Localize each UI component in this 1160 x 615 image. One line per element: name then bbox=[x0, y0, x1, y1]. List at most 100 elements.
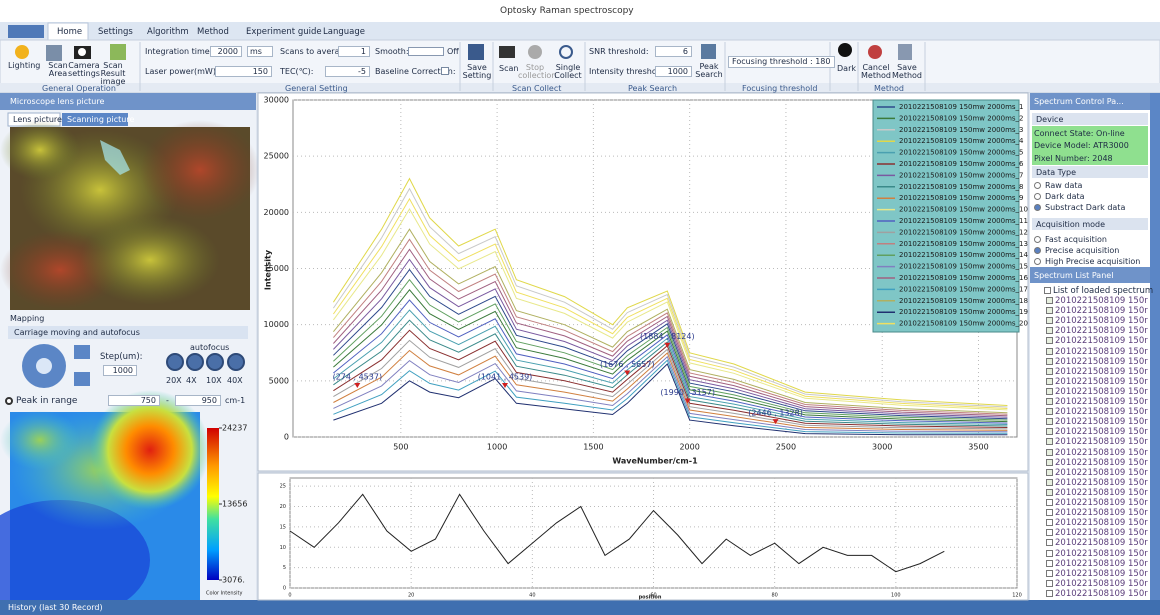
tree-item[interactable]: 2010221508109 150r bbox=[1055, 407, 1148, 418]
tree-item[interactable]: 2010221508109 150r bbox=[1055, 477, 1148, 488]
tree-item[interactable]: 2010221508109 150r bbox=[1055, 508, 1148, 519]
ribbon-button[interactable]: Stop collection bbox=[518, 63, 557, 80]
dropdown[interactable]: ms bbox=[247, 46, 273, 57]
tree-item[interactable]: 2010221508109 150r bbox=[1055, 326, 1148, 337]
tree-item[interactable]: 2010221508109 150r bbox=[1055, 386, 1148, 397]
input[interactable]: 150 bbox=[215, 66, 272, 77]
checkbox[interactable] bbox=[1046, 297, 1053, 304]
tree-item[interactable]: 2010221508109 150r bbox=[1055, 467, 1148, 478]
checkbox[interactable] bbox=[1046, 387, 1053, 395]
checkbox[interactable] bbox=[1046, 448, 1053, 456]
checkbox[interactable] bbox=[1046, 337, 1053, 345]
checkbox[interactable] bbox=[1046, 499, 1053, 506]
checkbox[interactable] bbox=[1046, 307, 1053, 315]
tree-item[interactable]: 2010221508109 150r bbox=[1055, 366, 1148, 377]
checkbox[interactable] bbox=[1046, 327, 1053, 335]
radio[interactable] bbox=[1034, 193, 1041, 200]
tree-item[interactable]: 2010221508109 150r bbox=[1055, 457, 1148, 468]
tab-label[interactable]: Lens picture bbox=[13, 115, 62, 124]
tree-item[interactable]: 2010221508109 150r bbox=[1055, 548, 1148, 559]
menu-tab[interactable]: Settings bbox=[98, 27, 133, 37]
tree-item[interactable]: 2010221508109 150r bbox=[1055, 397, 1148, 407]
tree-item[interactable]: 2010221508109 150r bbox=[1055, 588, 1148, 599]
checkbox[interactable] bbox=[1046, 398, 1053, 405]
ribbon-button[interactable]: Peak Search bbox=[695, 62, 723, 79]
radio[interactable] bbox=[1034, 182, 1041, 189]
checkbox[interactable] bbox=[1046, 488, 1053, 496]
tab[interactable] bbox=[62, 113, 128, 126]
ribbon-button[interactable]: Single Collect bbox=[554, 63, 582, 80]
checkbox[interactable] bbox=[1046, 549, 1053, 557]
input[interactable]: -5 bbox=[325, 66, 370, 77]
checkbox[interactable] bbox=[1046, 317, 1053, 325]
menu-tab[interactable]: Experiment guide bbox=[246, 27, 322, 37]
input[interactable]: 950 bbox=[175, 395, 221, 406]
checkbox[interactable] bbox=[1046, 438, 1053, 446]
tree-item[interactable]: 2010221508109 150r bbox=[1055, 558, 1148, 569]
objective-buttons[interactable] bbox=[166, 353, 245, 371]
radio[interactable] bbox=[5, 397, 13, 405]
input[interactable]: 6 bbox=[655, 46, 692, 57]
tree-item[interactable]: 2010221508109 150r bbox=[1055, 306, 1148, 317]
tree-item[interactable]: 2010221508109 150r bbox=[1055, 336, 1148, 347]
checkbox[interactable] bbox=[1046, 377, 1053, 385]
checkbox[interactable] bbox=[1046, 478, 1053, 486]
tab-label[interactable]: Scanning picture bbox=[67, 115, 135, 124]
checkbox[interactable] bbox=[1046, 569, 1053, 577]
objective-label[interactable]: 20X bbox=[166, 376, 182, 385]
tree-item[interactable]: 2010221508109 150r bbox=[1055, 427, 1148, 438]
app-button[interactable] bbox=[8, 25, 44, 38]
ribbon-button[interactable]: Cancel Method bbox=[861, 63, 892, 80]
input[interactable]: 1000 bbox=[103, 365, 137, 376]
slider[interactable] bbox=[408, 47, 444, 56]
checkbox[interactable] bbox=[1046, 357, 1053, 365]
radio[interactable] bbox=[1034, 204, 1041, 211]
checkbox[interactable] bbox=[1046, 428, 1053, 436]
checkbox[interactable] bbox=[1046, 509, 1053, 517]
checkbox[interactable] bbox=[1046, 579, 1053, 587]
radio[interactable] bbox=[1034, 258, 1041, 265]
checkbox[interactable] bbox=[1044, 287, 1051, 294]
tree-item[interactable]: 2010221508109 150r bbox=[1055, 296, 1148, 306]
tree-item[interactable]: 2010221508109 150r bbox=[1055, 356, 1148, 367]
checkbox[interactable] bbox=[1046, 559, 1053, 567]
checkbox[interactable] bbox=[1046, 519, 1053, 527]
tree-item[interactable]: 2010221508109 150r bbox=[1055, 417, 1148, 428]
tree-item[interactable]: 2010221508109 150r bbox=[1055, 487, 1148, 498]
input[interactable]: 750 bbox=[108, 395, 160, 406]
objective-label[interactable]: 10X bbox=[206, 376, 222, 385]
tree-item[interactable]: 2010221508109 150r bbox=[1055, 578, 1148, 589]
objective-label[interactable]: 40X bbox=[227, 376, 243, 385]
tree-item[interactable]: 2010221508109 150r bbox=[1055, 518, 1148, 529]
ribbon-button[interactable]: Camera settings bbox=[68, 61, 100, 78]
direction-pad[interactable] bbox=[22, 344, 90, 388]
checkbox[interactable] bbox=[1046, 418, 1053, 426]
checkbox[interactable] bbox=[1046, 539, 1053, 547]
checkbox[interactable] bbox=[1046, 458, 1053, 466]
ribbon-button[interactable]: Scan Result image bbox=[100, 61, 126, 86]
menu-tab[interactable]: Method bbox=[197, 27, 229, 37]
checkbox[interactable] bbox=[1046, 408, 1053, 416]
menu-tab[interactable]: Language bbox=[323, 27, 365, 37]
ribbon-button[interactable]: Save Setting bbox=[462, 63, 492, 80]
input[interactable]: 1 bbox=[338, 46, 370, 57]
menu-tab[interactable]: Home bbox=[57, 27, 83, 37]
ribbon-button[interactable]: Dark bbox=[837, 64, 856, 73]
checkbox[interactable] bbox=[1046, 367, 1053, 375]
tree-item[interactable]: 2010221508109 150r bbox=[1055, 447, 1148, 458]
ribbon-button[interactable]: Scan Area bbox=[48, 61, 68, 78]
tree-item[interactable]: 2010221508109 150r bbox=[1055, 528, 1148, 539]
tree-item[interactable]: 2010221508109 150r bbox=[1055, 498, 1148, 508]
checkbox[interactable] bbox=[1046, 468, 1053, 476]
tree-item[interactable]: 2010221508109 150r bbox=[1055, 538, 1148, 549]
objective-label[interactable]: 4X bbox=[186, 376, 197, 385]
radio[interactable] bbox=[1034, 247, 1041, 254]
dropdown[interactable]: Focusing threshold : 180 bbox=[728, 56, 835, 68]
tree-item[interactable]: 2010221508109 150r bbox=[1055, 346, 1148, 357]
input[interactable]: 1000 bbox=[655, 66, 692, 77]
ribbon-button[interactable]: Scan bbox=[499, 64, 519, 73]
tree-item[interactable]: 2010221508109 150r bbox=[1055, 437, 1148, 448]
checkbox[interactable] bbox=[1046, 589, 1053, 597]
ribbon-button[interactable]: Lighting bbox=[8, 61, 41, 70]
input[interactable]: 2000 bbox=[210, 46, 242, 57]
